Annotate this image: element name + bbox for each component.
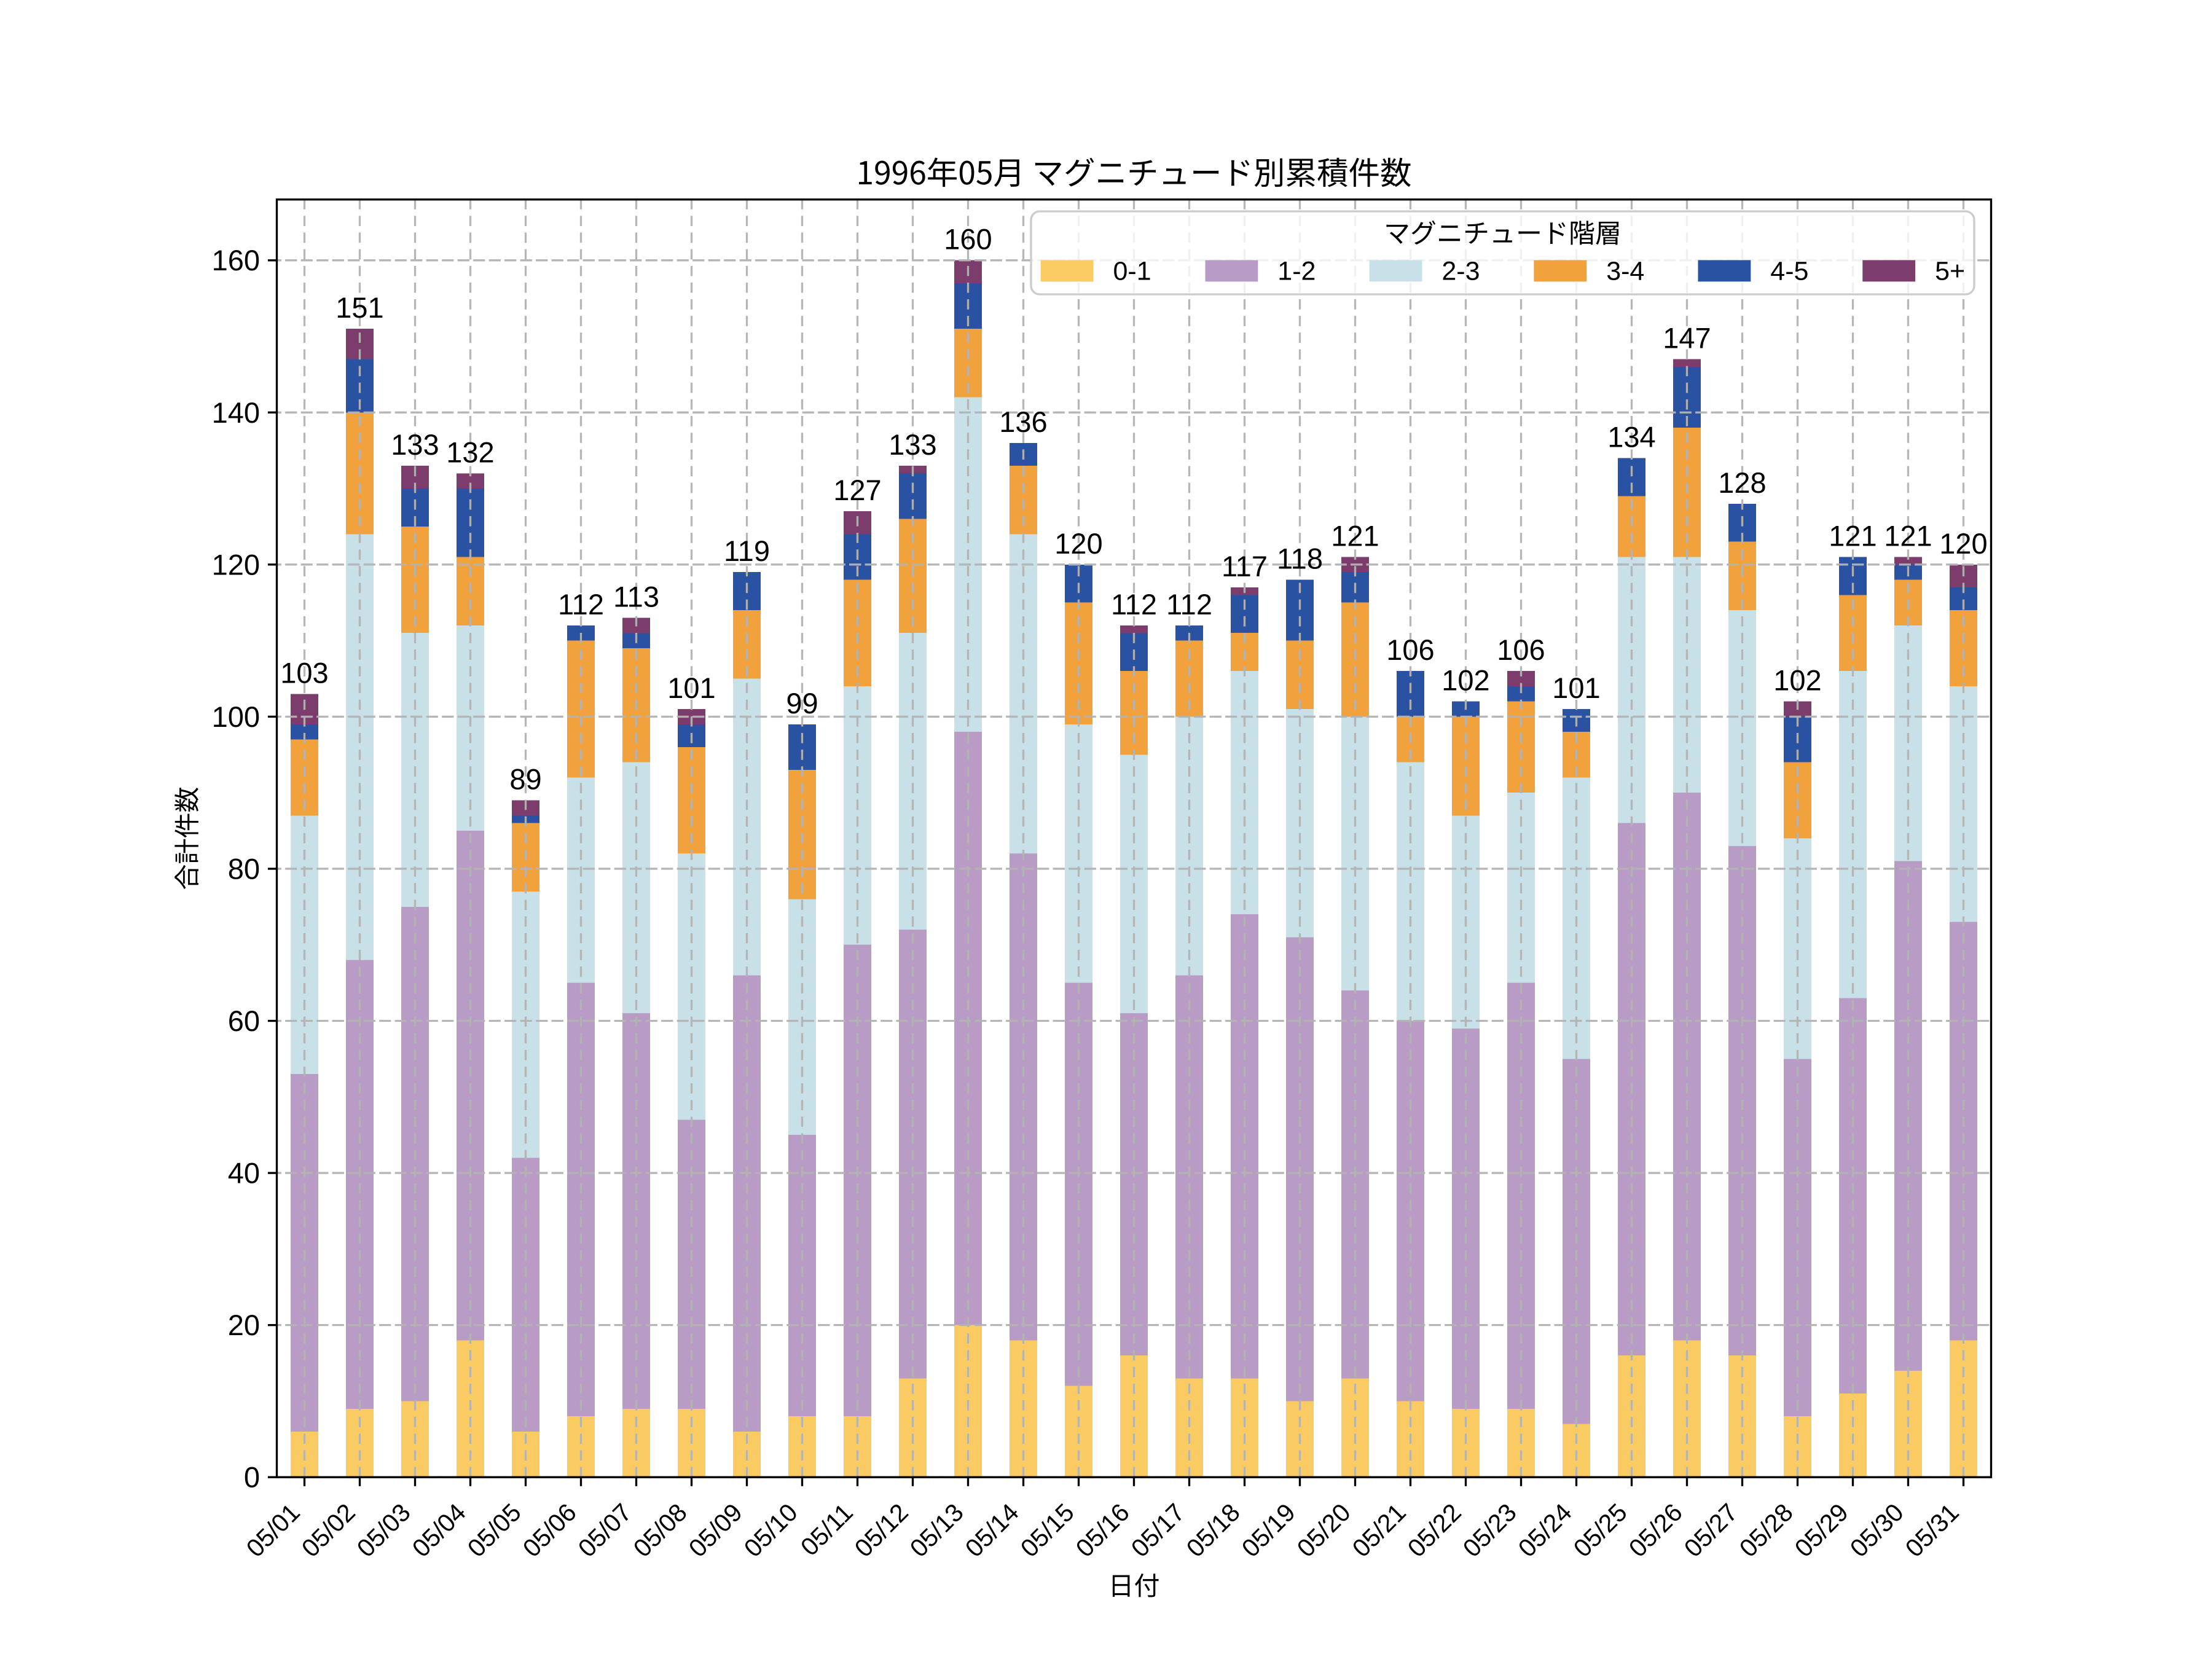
svg-text:133: 133 [888, 428, 936, 461]
svg-text:127: 127 [833, 474, 881, 506]
svg-text:112: 112 [1166, 588, 1212, 621]
svg-text:121: 121 [1331, 519, 1379, 552]
svg-text:120: 120 [1939, 527, 1987, 560]
svg-text:151: 151 [335, 291, 383, 324]
svg-text:89: 89 [509, 763, 541, 796]
svg-text:1-2: 1-2 [1277, 257, 1316, 286]
svg-text:147: 147 [1663, 322, 1711, 355]
svg-text:4-5: 4-5 [1770, 257, 1808, 286]
svg-text:120: 120 [1054, 527, 1102, 560]
svg-text:160: 160 [944, 223, 992, 256]
svg-text:128: 128 [1718, 466, 1766, 499]
svg-text:0-1: 0-1 [1113, 257, 1151, 286]
svg-text:136: 136 [999, 406, 1047, 438]
svg-text:106: 106 [1386, 633, 1434, 666]
svg-text:106: 106 [1497, 633, 1545, 666]
svg-text:113: 113 [613, 580, 659, 613]
svg-text:101: 101 [1552, 672, 1600, 704]
svg-text:103: 103 [280, 656, 328, 689]
svg-text:3-4: 3-4 [1606, 257, 1644, 286]
svg-text:112: 112 [1111, 588, 1157, 621]
svg-text:121: 121 [1884, 519, 1932, 552]
svg-text:117: 117 [1222, 550, 1268, 582]
svg-text:102: 102 [1773, 664, 1821, 697]
svg-text:118: 118 [1277, 543, 1323, 575]
svg-text:20: 20 [228, 1309, 260, 1341]
svg-text:100: 100 [212, 700, 260, 733]
svg-text:60: 60 [228, 1005, 260, 1037]
svg-text:121: 121 [1829, 519, 1877, 552]
svg-text:132: 132 [446, 436, 494, 468]
svg-text:80: 80 [228, 852, 260, 885]
svg-text:2-3: 2-3 [1441, 257, 1480, 286]
svg-text:134: 134 [1607, 421, 1655, 453]
svg-text:101: 101 [667, 672, 715, 704]
svg-text:99: 99 [786, 687, 818, 719]
svg-text:112: 112 [558, 588, 604, 621]
svg-text:160: 160 [212, 244, 260, 276]
svg-text:140: 140 [212, 396, 260, 429]
svg-text:119: 119 [724, 535, 770, 567]
svg-text:133: 133 [391, 428, 439, 461]
svg-text:120: 120 [212, 548, 260, 581]
svg-text:0: 0 [244, 1461, 260, 1494]
svg-text:5+: 5+ [1935, 257, 1965, 286]
svg-text:40: 40 [228, 1157, 260, 1190]
svg-text:102: 102 [1441, 664, 1489, 697]
